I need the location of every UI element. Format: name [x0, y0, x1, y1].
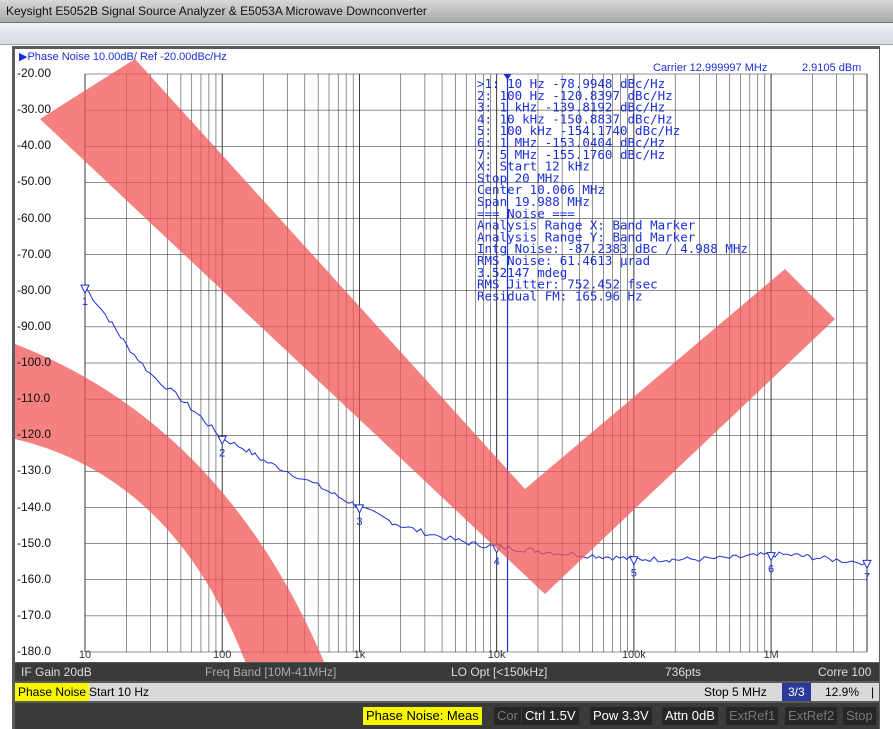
marker-label-6: 6 — [768, 564, 774, 576]
trace-line — [84, 286, 868, 566]
marker-table-line: Intg Noise: -87.2383 dBc / 4.988 MHz — [477, 241, 748, 256]
points-label: 736pts — [665, 665, 702, 679]
window-title: Keysight E5052B Signal Source Analyzer &… — [6, 4, 427, 18]
marker-table-line: RMS Jitter: 752.452 fsec — [477, 277, 658, 292]
softkey-extref2[interactable]: ExtRef2 — [785, 707, 838, 725]
y-tick-label: -180.0 — [17, 644, 52, 658]
lo-opt-label: LO Opt [<150kHz] — [451, 665, 548, 679]
x-tick-label: 100k — [622, 649, 646, 661]
softkey-phase-noise-meas[interactable]: Phase Noise: Meas — [363, 707, 482, 725]
page-indicator: 3/3 — [782, 683, 811, 701]
marker-3 — [354, 504, 365, 514]
marker-table-line: X: Start 12 kHz — [477, 159, 590, 174]
menu-bar — [0, 23, 893, 45]
y-tick-label: -120.0 — [17, 427, 52, 442]
marker-label-4: 4 — [494, 556, 500, 568]
y-tick-label: -40.00 — [17, 138, 52, 153]
marker-table-line: 6: 1 MHz -153.0404 dBc/Hz — [477, 135, 665, 150]
if-gain-label: IF Gain 20dB — [21, 665, 92, 679]
y-tick-label: -140.0 — [17, 499, 52, 514]
marker-6 — [766, 552, 776, 562]
marker-2 — [217, 435, 228, 446]
status-bar-sweep: Phase Noise Start 10 Hz Stop 5 MHz 3/3 1… — [15, 683, 879, 701]
red-arc-overlay — [15, 344, 325, 662]
softkey-stop[interactable]: Stop — [843, 707, 876, 725]
marker-label-7: 7 — [864, 571, 870, 583]
marker-table-line: Center 10.006 MHz — [477, 182, 605, 197]
x-tick-label: 10 — [79, 649, 91, 661]
softkey-cor[interactable]: Cor — [494, 707, 521, 725]
trace-header-title: ▶Phase Noise 10.00dB/ Ref -20.00dBc/Hz — [19, 51, 227, 63]
marker-label-3: 3 — [356, 516, 362, 528]
y-tick-label: -100.0 — [17, 355, 52, 369]
correlation-label: Corre 100 — [818, 665, 872, 679]
y-tick-label: -110.0 — [17, 391, 51, 406]
marker-label-5: 5 — [631, 568, 637, 580]
softkey-pow[interactable]: Pow 3.3V — [590, 707, 652, 725]
y-tick-label: -130.0 — [17, 463, 52, 478]
y-tick-label: -20.00 — [17, 66, 52, 80]
y-tick-label: -30.00 — [17, 102, 52, 117]
x-tick-label: 10k — [488, 649, 506, 661]
softkey-bar: Phase Noise: Meas Cor Ctrl 1.5V Pow 3.3V… — [15, 703, 879, 729]
y-tick-label: -170.0 — [17, 607, 52, 622]
phase-noise-chart[interactable]: 10 100 1k 10k 100k 1M 1 2 3 4 5 6 7 >1: 10 Hz -78.994… — [15, 49, 879, 662]
y-tick-label: -80.00 — [17, 282, 52, 297]
marker-table-line: === Noise === — [477, 206, 575, 221]
softkey-ctrl[interactable]: Ctrl 1.5V — [522, 707, 579, 725]
marker-table-line: Stop 20 MHz — [477, 170, 560, 185]
x-tick-label: 1k — [354, 649, 366, 661]
x-tick-label: 1M — [763, 649, 778, 661]
carrier-readout: Carrier 12.999997 MHz — [653, 62, 768, 74]
red-check-overlay — [40, 59, 835, 594]
x-tick-label: 100 — [213, 649, 231, 661]
marker-label-1: 1 — [82, 296, 88, 308]
marker-table-line: 3: 1 kHz -139.8192 dBc/Hz — [477, 100, 665, 115]
y-tick-label: -70.00 — [17, 246, 52, 261]
measurement-badge[interactable]: Phase Noise — [15, 683, 90, 701]
marker-1 — [80, 284, 90, 295]
marker-table-line: 4: 10 kHz -150.8837 dBc/Hz — [477, 111, 673, 126]
marker-table-line: Span 19.988 MHz — [477, 194, 590, 209]
status-separator: | — [871, 685, 875, 699]
y-tick-label: -160.0 — [17, 571, 52, 586]
status-bar-settings: IF Gain 20dB Freq Band [10M-41MHz] LO Op… — [15, 663, 879, 681]
marker-table-line: 3.52147 mdeg — [477, 265, 567, 280]
marker-label-2: 2 — [219, 447, 225, 459]
freq-band-label: Freq Band [10M-41MHz] — [205, 665, 337, 679]
plot-area[interactable]: 10 100 1k 10k 100k 1M 1 2 3 4 5 6 7 >1: 10 Hz -78.994… — [15, 49, 879, 662]
y-tick-label: -150.0 — [17, 535, 52, 550]
progress-percent: 12.9% — [825, 685, 860, 699]
marker-5 — [629, 556, 639, 566]
marker-table-line: Residual FM: 165.96 Hz — [477, 288, 643, 303]
band-marker-icon — [503, 74, 512, 80]
marker-7 — [862, 559, 872, 570]
carrier-level-readout: 2.9105 dBm — [802, 62, 862, 74]
softkey-attn[interactable]: Attn 0dB — [662, 707, 718, 725]
marker-table-line: 2: 100 Hz -120.8397 dBc/Hz — [477, 88, 673, 103]
stop-frequency[interactable]: Stop 5 MHz — [704, 685, 767, 699]
marker-table-line: Analysis Range Y: Band Marker — [477, 229, 696, 244]
marker-table-line: RMS Noise: 61.4613 μrad — [477, 253, 650, 268]
y-tick-label: -50.00 — [17, 174, 52, 189]
marker-table-line: 7: 5 MHz -155.1760 dBc/Hz — [477, 147, 665, 162]
marker-table-line: >1: 10 Hz -78.9948 dBc/Hz — [477, 76, 665, 91]
softkey-extref1[interactable]: ExtRef1 — [726, 707, 779, 725]
marker-table-line: Analysis Range X: Band Marker — [477, 218, 696, 233]
marker-table-line: 5: 100 kHz -154.1740 dBc/Hz — [477, 123, 680, 138]
y-tick-label: -60.00 — [17, 210, 52, 225]
start-frequency[interactable]: Start 10 Hz — [89, 685, 150, 699]
y-tick-label: -90.00 — [17, 318, 52, 333]
window-title-bar: Keysight E5052B Signal Source Analyzer &… — [0, 0, 893, 23]
